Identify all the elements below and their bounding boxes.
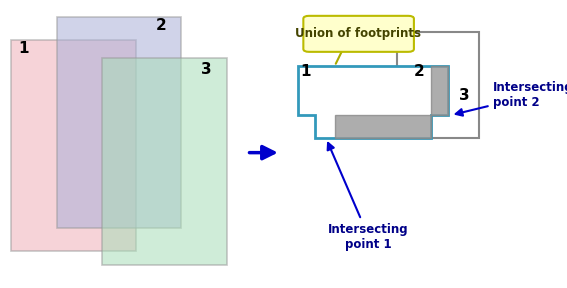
Text: 3: 3: [459, 88, 470, 103]
Bar: [397, 32, 479, 138]
Polygon shape: [335, 66, 448, 138]
Polygon shape: [298, 66, 448, 138]
FancyBboxPatch shape: [303, 16, 414, 52]
Text: 3: 3: [201, 62, 212, 77]
Text: 2: 2: [414, 65, 425, 79]
Text: Union of footprints: Union of footprints: [295, 27, 421, 40]
Text: 2: 2: [156, 18, 167, 33]
Bar: [11, 40, 136, 251]
Bar: [102, 58, 227, 265]
Text: 1: 1: [18, 41, 29, 56]
Text: Intersecting
point 2: Intersecting point 2: [456, 81, 567, 116]
Text: 1: 1: [301, 65, 311, 79]
Text: Intersecting
point 1: Intersecting point 1: [328, 143, 409, 251]
Bar: [57, 17, 181, 228]
